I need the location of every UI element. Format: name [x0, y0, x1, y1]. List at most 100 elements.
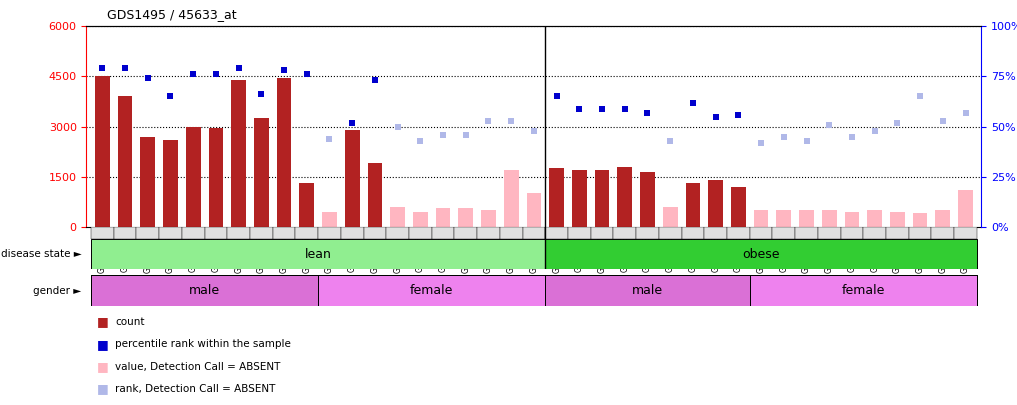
- Text: disease state ►: disease state ►: [1, 249, 81, 259]
- Bar: [685, 183, 701, 227]
- Text: lean: lean: [305, 247, 332, 261]
- Bar: [659, 227, 681, 239]
- Bar: [159, 227, 182, 239]
- Text: rank, Detection Call = ABSENT: rank, Detection Call = ABSENT: [115, 384, 276, 394]
- Bar: [455, 227, 477, 239]
- Bar: [549, 168, 564, 227]
- Bar: [958, 190, 973, 227]
- Bar: [681, 227, 705, 239]
- Bar: [773, 227, 795, 239]
- Bar: [204, 227, 227, 239]
- Bar: [569, 227, 591, 239]
- Text: count: count: [115, 317, 144, 327]
- Bar: [295, 227, 318, 239]
- Bar: [595, 170, 609, 227]
- Text: gender ►: gender ►: [34, 286, 81, 296]
- Bar: [481, 210, 496, 227]
- Bar: [822, 210, 837, 227]
- Text: female: female: [842, 284, 885, 297]
- Bar: [640, 172, 655, 227]
- Bar: [231, 80, 246, 227]
- Bar: [322, 212, 337, 227]
- Bar: [776, 210, 791, 227]
- Bar: [273, 227, 295, 239]
- Bar: [750, 227, 773, 239]
- Bar: [182, 227, 204, 239]
- Text: ■: ■: [97, 315, 109, 328]
- Bar: [932, 227, 954, 239]
- Bar: [250, 227, 273, 239]
- Bar: [799, 210, 814, 227]
- Bar: [95, 77, 110, 227]
- Bar: [477, 227, 499, 239]
- Text: ■: ■: [97, 382, 109, 395]
- Bar: [277, 78, 292, 227]
- Bar: [863, 227, 886, 239]
- Bar: [345, 130, 360, 227]
- Text: value, Detection Call = ABSENT: value, Detection Call = ABSENT: [115, 362, 281, 371]
- Bar: [545, 227, 569, 239]
- Bar: [363, 227, 386, 239]
- Text: female: female: [410, 284, 454, 297]
- Text: male: male: [189, 284, 220, 297]
- Text: male: male: [632, 284, 663, 297]
- Bar: [613, 227, 637, 239]
- Bar: [637, 227, 659, 239]
- Bar: [591, 227, 613, 239]
- Bar: [545, 275, 750, 306]
- Bar: [391, 207, 405, 227]
- Bar: [341, 227, 363, 239]
- Bar: [114, 227, 136, 239]
- Bar: [750, 275, 977, 306]
- Text: obese: obese: [742, 247, 780, 261]
- Bar: [841, 227, 863, 239]
- Bar: [523, 227, 545, 239]
- Bar: [499, 227, 523, 239]
- Bar: [413, 212, 428, 227]
- Bar: [890, 212, 905, 227]
- Bar: [527, 194, 541, 227]
- Bar: [435, 209, 451, 227]
- Bar: [118, 96, 132, 227]
- Bar: [459, 209, 473, 227]
- Bar: [572, 170, 587, 227]
- Bar: [367, 163, 382, 227]
- Text: GDS1495 / 45633_at: GDS1495 / 45633_at: [107, 9, 236, 21]
- Bar: [886, 227, 909, 239]
- Bar: [954, 227, 977, 239]
- Bar: [91, 239, 545, 269]
- Bar: [386, 227, 409, 239]
- Bar: [318, 227, 341, 239]
- Bar: [299, 183, 314, 227]
- Bar: [617, 167, 633, 227]
- Bar: [186, 126, 200, 227]
- Bar: [503, 170, 519, 227]
- Bar: [409, 227, 431, 239]
- Bar: [136, 227, 159, 239]
- Bar: [754, 210, 769, 227]
- Bar: [91, 227, 114, 239]
- Bar: [909, 227, 932, 239]
- Bar: [208, 128, 224, 227]
- Bar: [708, 180, 723, 227]
- Bar: [140, 136, 156, 227]
- Text: ■: ■: [97, 338, 109, 351]
- Bar: [912, 213, 928, 227]
- Bar: [818, 227, 841, 239]
- Bar: [163, 140, 178, 227]
- Bar: [731, 187, 745, 227]
- Bar: [318, 275, 545, 306]
- Bar: [254, 118, 268, 227]
- Bar: [936, 210, 950, 227]
- Text: percentile rank within the sample: percentile rank within the sample: [115, 339, 291, 349]
- Text: ■: ■: [97, 360, 109, 373]
- Bar: [705, 227, 727, 239]
- Bar: [795, 227, 818, 239]
- Bar: [663, 207, 677, 227]
- Bar: [868, 210, 882, 227]
- Bar: [727, 227, 750, 239]
- Bar: [545, 239, 977, 269]
- Bar: [91, 275, 318, 306]
- Bar: [227, 227, 250, 239]
- Bar: [844, 212, 859, 227]
